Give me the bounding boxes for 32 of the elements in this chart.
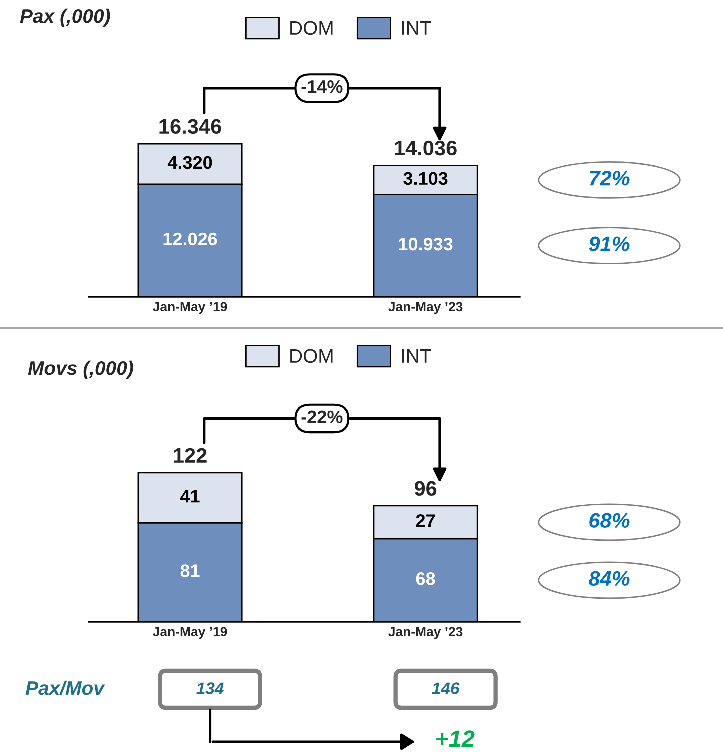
data-label: 27	[416, 514, 436, 528]
chart-title: Movs (,000)	[28, 360, 134, 380]
data-label: 12.026	[164, 232, 218, 246]
legend-label: INT	[402, 350, 432, 363]
total-label: 16.346	[160, 119, 222, 134]
data-label: 10.933	[399, 238, 453, 251]
total-label: 14.036	[395, 140, 457, 156]
text: -14%	[302, 80, 343, 94]
data-label: 41	[180, 490, 200, 503]
text: 134	[196, 682, 224, 694]
data-label: 81	[180, 564, 200, 578]
text: 84%	[588, 571, 630, 586]
text: 146	[432, 682, 460, 694]
total-label: 122	[174, 448, 207, 463]
x-tick-label: Jan-May ’19	[153, 302, 228, 314]
legend-label: DOM	[290, 21, 333, 36]
data-label: 4.320	[168, 156, 212, 170]
text: 72%	[590, 171, 630, 186]
total-label: 96	[414, 481, 437, 496]
data-label: 68	[416, 572, 436, 586]
text: 68%	[590, 513, 630, 528]
text: 91%	[589, 236, 630, 252]
x-tick-label: Jan-May ’23	[388, 627, 463, 640]
text: +12	[436, 730, 475, 748]
text: -22%	[302, 410, 343, 424]
chart-title: Pax (,000)	[20, 8, 110, 28]
legend-label: DOM	[290, 349, 333, 364]
x-tick-label: Jan-May ’19	[153, 627, 228, 640]
text: Pax/Mov	[26, 680, 106, 696]
x-tick-label: Jan-May ’23	[388, 302, 463, 314]
data-label: 3.103	[404, 172, 448, 186]
legend-label: INT	[402, 22, 432, 35]
